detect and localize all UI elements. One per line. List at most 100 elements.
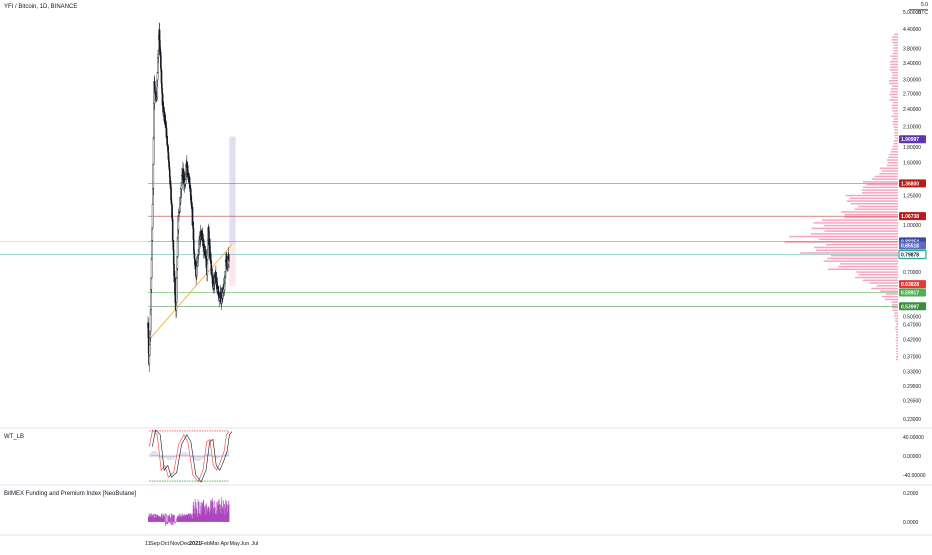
volume-profile-bar <box>893 310 898 312</box>
volume-profile-bar <box>872 178 898 180</box>
volume-profile-bar <box>896 353 898 355</box>
volume-profile-bar <box>892 42 898 44</box>
price-tick-label: 0.37000 <box>903 354 921 360</box>
volume-profile-bar <box>845 214 898 216</box>
volume-profile-bar <box>888 157 898 159</box>
volume-profile-bar <box>891 116 898 118</box>
volume-profile-bar <box>894 34 898 36</box>
volume-profile-bar <box>892 58 898 60</box>
funding-bar <box>165 522 166 523</box>
volume-profile-bar <box>896 342 898 344</box>
volume-profile-bar <box>894 315 898 317</box>
volume-profile-bar <box>863 280 898 282</box>
candle-body <box>149 344 150 355</box>
candle-body <box>151 240 152 258</box>
price-tick-label: 1.60000 <box>903 161 921 167</box>
volume-profile-bar <box>862 192 898 194</box>
volume-profile-bar <box>824 230 898 232</box>
volume-profile-bar <box>893 110 898 112</box>
volume-profile-bar <box>892 107 898 109</box>
volume-profile-bar <box>862 189 898 191</box>
funding-tick-label: 0.2000 <box>903 491 919 497</box>
candle-body <box>161 71 162 84</box>
volume-profile-bar <box>895 329 898 331</box>
volume-profile-bar <box>896 356 898 358</box>
volume-profile-bar <box>867 184 898 186</box>
volume-profile-bar <box>894 140 898 142</box>
volume-profile-bar <box>892 39 898 41</box>
volume-profile-bar <box>890 69 898 71</box>
time-tick-label: Jun <box>240 541 249 547</box>
volume-profile-bar <box>888 162 898 164</box>
funding-bar <box>172 522 173 525</box>
volume-profile-bar <box>895 321 898 323</box>
volume-profile-bar <box>879 173 898 175</box>
volume-profile-bar <box>889 154 898 156</box>
volume-profile-bar <box>896 359 898 361</box>
time-tick-label: Feb <box>201 541 210 547</box>
volume-profile-bar <box>892 75 898 77</box>
wt-tick-label: 0.00000 <box>903 454 921 460</box>
volume-profile-bar <box>875 176 898 178</box>
volume-profile-bar <box>892 304 898 306</box>
volume-profile-bar <box>895 137 898 139</box>
volume-profile-bar <box>858 274 898 276</box>
price-tick-label: 3.80000 <box>903 46 921 52</box>
volume-profile-bar <box>890 61 898 63</box>
price-tick-label: 2.40000 <box>903 107 921 113</box>
time-tick-label: Nov <box>170 541 180 547</box>
time-tick-label: Apr <box>220 541 229 547</box>
candle-body <box>151 278 152 289</box>
wt-lb-title: WT_LB <box>4 434 24 440</box>
volume-profile-bar <box>894 312 898 314</box>
volume-profile-bar <box>896 337 898 339</box>
volume-profile-bar <box>887 165 898 167</box>
horizontal-levels[interactable] <box>0 183 898 306</box>
time-tick-label: 2021 <box>189 541 201 547</box>
candle-body <box>151 258 152 278</box>
candle-body <box>153 164 154 188</box>
zone-stop <box>229 245 235 286</box>
volume-profile-bar <box>890 55 898 57</box>
price-tick-label: 0.42000 <box>903 338 921 344</box>
volume-profile-bar <box>893 53 898 55</box>
currency-badge[interactable]: 5.0 BTC <box>906 2 928 20</box>
funding-bar <box>168 522 169 523</box>
funding-bar <box>171 522 172 525</box>
price-tick-label: 4.40000 <box>903 27 921 33</box>
volume-profile-bar <box>870 282 898 284</box>
time-tick-label: Jul <box>251 541 258 547</box>
position-zone[interactable] <box>229 137 235 286</box>
candle-body <box>193 222 194 228</box>
volume-profile-bar <box>893 47 898 49</box>
funding-bar <box>166 514 167 522</box>
volume-profile-bar <box>891 301 898 303</box>
volume-profile-bar <box>822 219 898 221</box>
volume-profile-bar <box>863 187 898 189</box>
price-tick-label: 1.25000 <box>903 193 921 199</box>
volume-profile-bar <box>896 345 898 347</box>
wt-tick-label: -40.00000 <box>903 473 926 479</box>
volume-profile-bar <box>896 323 898 325</box>
price-tick-label: 0.26500 <box>903 398 921 404</box>
volume-profile-bar <box>880 167 898 169</box>
candle-body <box>161 83 162 88</box>
volume-profile-bar <box>892 105 898 107</box>
volume-profile-bar <box>892 85 898 87</box>
funding-bar <box>169 514 170 522</box>
volume-profile-bar <box>828 269 898 271</box>
funding-bar <box>164 517 165 522</box>
level-price-label: 0.79878 <box>901 253 919 259</box>
volume-profile-bar <box>889 80 898 82</box>
funding-bar <box>170 522 171 525</box>
volume-profile-bar <box>895 318 898 320</box>
volume-profile-bar <box>880 290 898 292</box>
price-tick-label: 3.00000 <box>903 78 921 84</box>
volume-profile-bar <box>851 203 898 205</box>
price-tick-label: 2.70000 <box>903 91 921 97</box>
volume-profile-bar <box>814 222 898 224</box>
volume-profile-bar <box>886 293 898 295</box>
candle-body <box>149 355 150 364</box>
